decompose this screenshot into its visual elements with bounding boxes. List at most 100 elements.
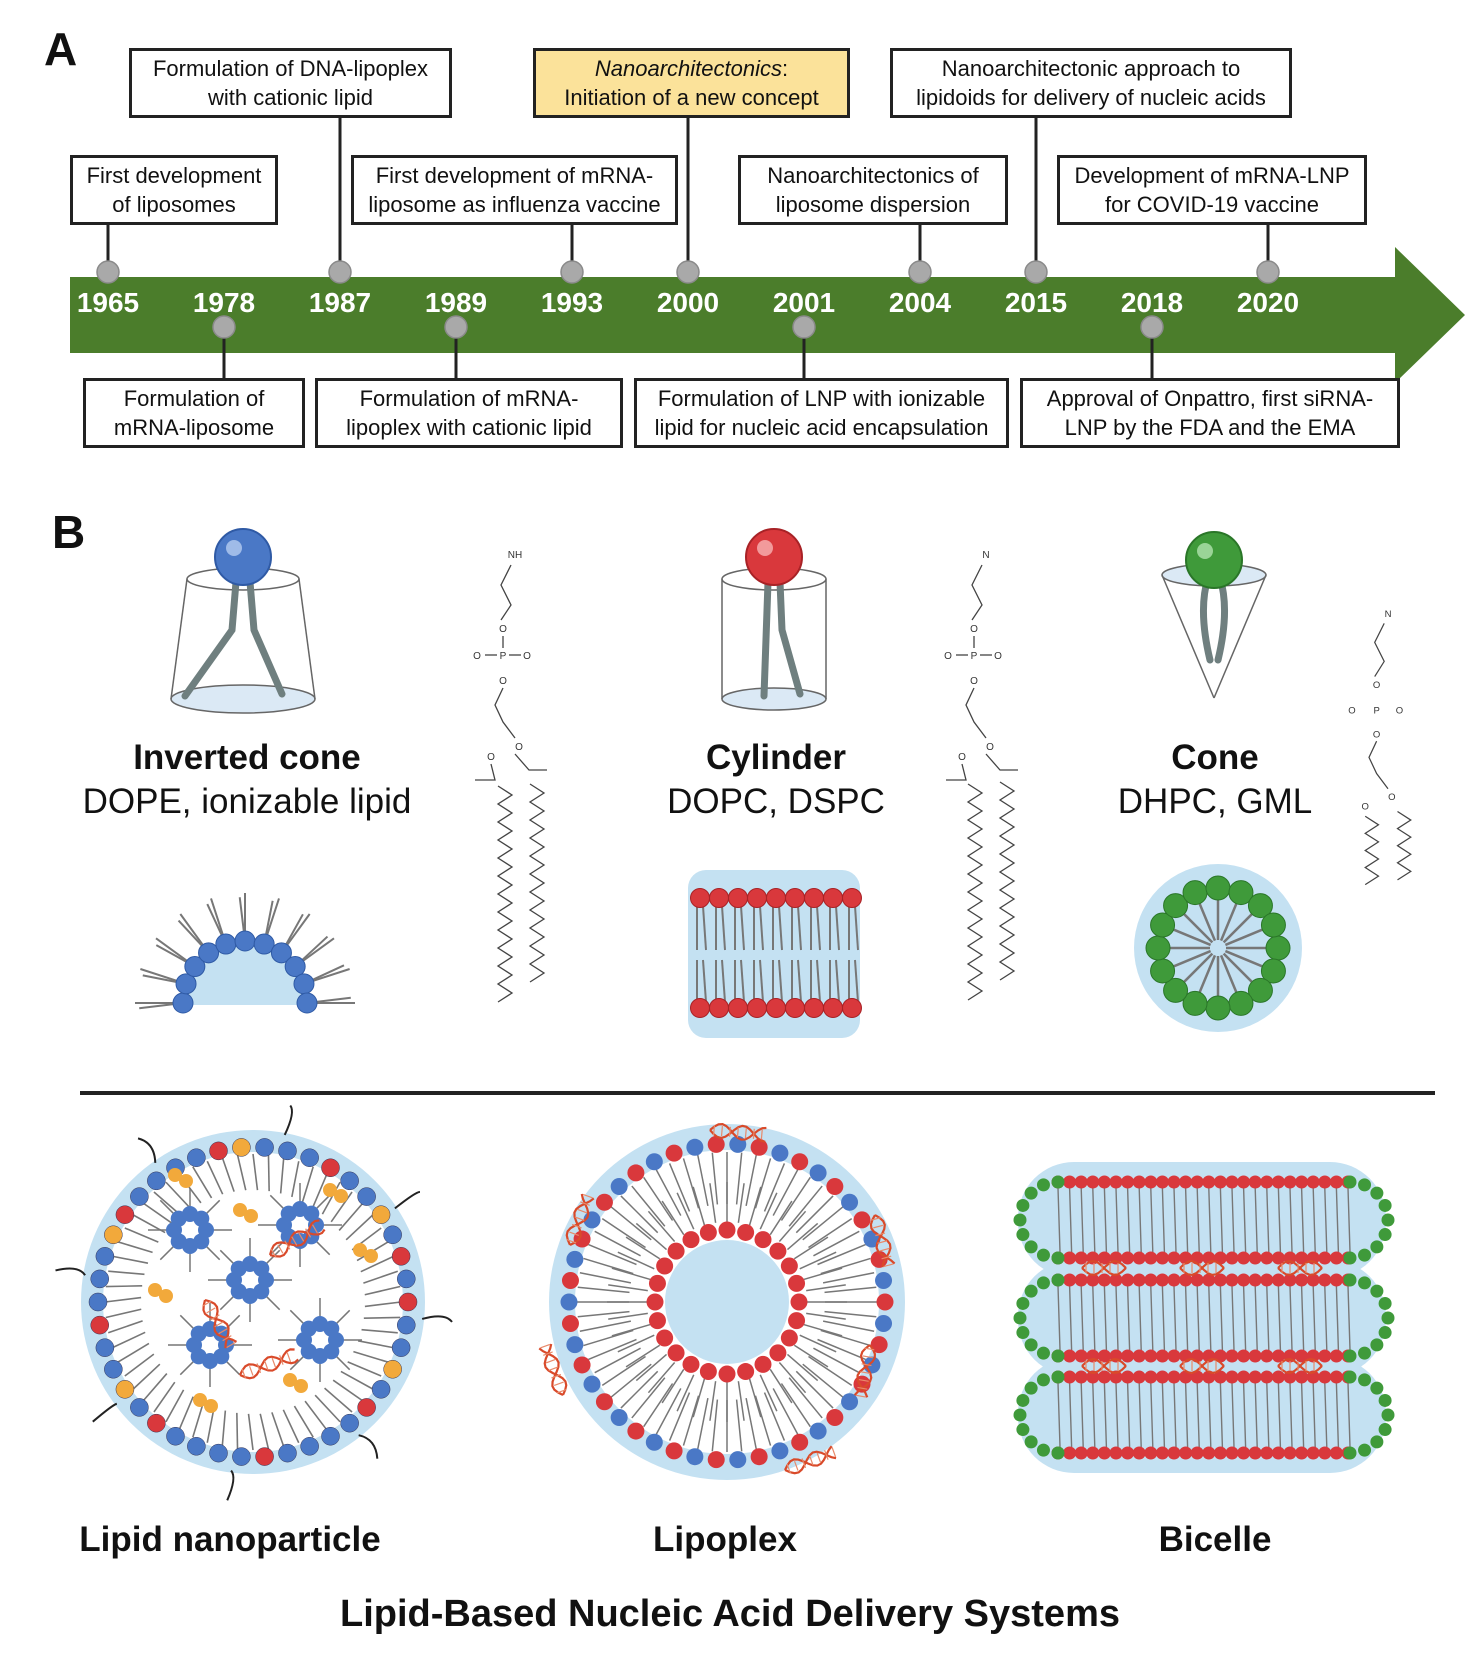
bicelle-tail	[1324, 1382, 1328, 1448]
lnp-peg-chain	[137, 1137, 157, 1163]
micelle-tail	[1167, 926, 1212, 947]
event-1987-line2: with cationic lipid	[207, 85, 374, 110]
lipoplex-dna-rung	[871, 1216, 882, 1221]
lipoplex-inner-tail	[793, 1344, 829, 1368]
lnp-surface-head	[209, 1443, 228, 1463]
lnp-tail	[124, 1227, 159, 1243]
bicelle-rim-left	[1036, 1373, 1050, 1387]
bicelle-head-bottom	[1329, 1251, 1343, 1265]
micelle-head	[1182, 880, 1208, 906]
lipoplex-dna-rung	[875, 1232, 886, 1237]
dope-structure-o1: O	[499, 624, 507, 635]
lnp-tail	[124, 1353, 155, 1377]
event-1989-line2: lipoplex with cationic lipid	[346, 415, 592, 440]
bicelle-head-top	[1155, 1370, 1169, 1384]
lipoplex-inner-tail	[759, 1374, 778, 1412]
bicelle-rim-left	[1016, 1296, 1030, 1310]
lnp-ionizable-lipid	[323, 1183, 337, 1197]
micelle-head	[1150, 958, 1176, 984]
bicelle-dna	[1179, 1259, 1225, 1277]
bicelle-head-bottom	[1306, 1446, 1320, 1460]
lnp-tail	[279, 1157, 285, 1194]
lnp-dna-rung	[277, 1244, 284, 1254]
bicelle-tail	[1335, 1382, 1340, 1448]
event-2018-box: Approval of Onpattro, first siRNA- LNP by…	[1020, 378, 1400, 448]
bicelle-rim-left	[1013, 1311, 1027, 1325]
cylinder-tail-right	[776, 578, 804, 698]
shape-lipids-cylinder: DOPC, DSPC	[667, 782, 885, 821]
lnp-surface-head	[130, 1398, 149, 1417]
inverted-assembly-head	[184, 956, 206, 978]
dope-structure: NH	[508, 550, 522, 561]
inverted-cone-side-right	[298, 578, 316, 700]
bicelle-head-bottom	[1271, 1349, 1285, 1363]
bicelle-head-bottom	[1097, 1446, 1111, 1460]
dhpc-structure: N O P O O O O O	[1348, 609, 1412, 886]
bicelle-head-bottom	[1283, 1446, 1297, 1460]
lipoplex-dna-rung	[556, 1388, 567, 1394]
dhpc-o2: O	[1348, 706, 1355, 717]
bicelle-tail	[1057, 1382, 1061, 1448]
micelle-head	[1265, 935, 1291, 961]
lipoplex-dna-strand	[538, 1347, 564, 1396]
bicelle-rim-right	[1358, 1346, 1372, 1360]
lnp-dna-rung	[202, 1300, 212, 1307]
bicelle-dna	[1081, 1357, 1127, 1375]
lnp-peg-chain	[358, 1434, 379, 1459]
bicelle-rim-left	[1036, 1276, 1050, 1290]
lipoplex-outer-head	[707, 1451, 725, 1469]
delivery-systems	[55, 1091, 1435, 1501]
lipoplex-dna	[709, 1123, 767, 1143]
lipoplex-inner-tail	[806, 1312, 846, 1320]
lnp-tail	[105, 1285, 143, 1288]
bicelle-rim-left	[1016, 1198, 1030, 1212]
dhpc-o4: O	[1373, 729, 1380, 740]
lnp-tail	[338, 1202, 364, 1231]
lipoplex-dna-rung	[794, 1460, 799, 1471]
lnp-dna-strand	[268, 1219, 320, 1256]
bicelle-head-top	[1295, 1370, 1309, 1384]
inverted-assembly-head	[172, 992, 194, 1014]
lipoplex-inner-tail	[676, 1374, 695, 1412]
lipoplex-outer-head	[841, 1393, 859, 1411]
bicelle-head-top	[1295, 1273, 1309, 1287]
bicelle-tail	[1347, 1382, 1351, 1448]
lipoplex-outer-head	[561, 1271, 579, 1289]
lnp-dna-rung	[264, 1360, 269, 1371]
bicelle-rim-left	[1024, 1284, 1038, 1298]
bicelle-tail	[1173, 1187, 1177, 1253]
bicelle-head-top	[1202, 1273, 1216, 1287]
bicelle-tail	[1300, 1187, 1305, 1253]
lnp-ionizable-lipid	[168, 1168, 182, 1182]
bicelle-rim-right	[1358, 1373, 1372, 1387]
inverted-cone-tail-left	[181, 578, 240, 700]
bicelle-tail	[1242, 1187, 1247, 1253]
lipoplex-inner-head	[718, 1221, 736, 1239]
bicelle-tail	[1103, 1382, 1108, 1448]
bicelle-dna	[1277, 1259, 1323, 1277]
bicelle-tail	[1092, 1382, 1096, 1448]
inverted-assembly-head	[293, 973, 315, 995]
bicelle-head-bottom	[1155, 1251, 1169, 1265]
bicelle-tail	[1300, 1285, 1305, 1351]
bicelle-head-top	[1283, 1273, 1297, 1287]
bicelle-head-bottom	[1074, 1251, 1088, 1265]
dopc-structure-glycerol	[965, 687, 987, 739]
bicelle-head-top	[1132, 1370, 1146, 1384]
lipoplex-dna-rung	[566, 1238, 577, 1244]
dhpc-linker	[1374, 623, 1385, 677]
bicelle-rim-right	[1378, 1326, 1392, 1340]
bicelle-head-bottom	[1318, 1349, 1332, 1363]
bicelle-tail	[1184, 1382, 1189, 1448]
lipoplex-outer-tail	[579, 1272, 632, 1284]
bilayer-head-top	[785, 888, 805, 908]
lnp-tail	[259, 1413, 270, 1450]
bicelle-head-bottom	[1155, 1446, 1169, 1460]
bicelle-head-top	[1097, 1273, 1111, 1287]
lnp-ionizable-lipid	[334, 1189, 348, 1203]
lipoplex-outer-tail	[620, 1370, 659, 1409]
bilayer-tail	[816, 905, 821, 951]
bicelle-rim-left	[1024, 1435, 1038, 1449]
bicelle-head-bottom	[1074, 1349, 1088, 1363]
bicelle-rim-right	[1358, 1178, 1372, 1192]
